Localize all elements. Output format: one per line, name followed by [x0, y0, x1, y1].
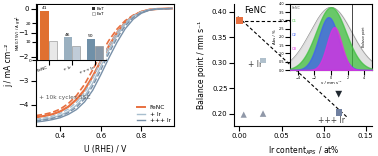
Text: FeNC: FeNC [244, 6, 266, 15]
Legend: FeNC, + Ir, +++ Ir: FeNC, + Ir, +++ Ir [137, 105, 171, 123]
X-axis label: U (RHE) / V: U (RHE) / V [84, 145, 126, 154]
Point [336, 93, 342, 95]
Text: + 10k cycles SSC: + 10k cycles SSC [39, 95, 90, 100]
X-axis label: Ir content$_{XPS}$ / at%: Ir content$_{XPS}$ / at% [268, 145, 339, 156]
Point [241, 113, 247, 116]
Y-axis label: Balance point / mm s⁻¹: Balance point / mm s⁻¹ [197, 21, 206, 109]
Point [336, 111, 342, 114]
Point [294, 49, 300, 51]
Point [237, 20, 243, 22]
Point [260, 59, 266, 62]
Y-axis label: j / mA cm⁻²: j / mA cm⁻² [4, 44, 13, 87]
Text: +++ Ir: +++ Ir [318, 116, 345, 125]
Text: + Ir: + Ir [248, 60, 262, 69]
Point [260, 112, 266, 115]
